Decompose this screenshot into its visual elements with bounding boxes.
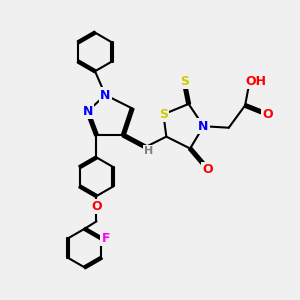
Text: O: O bbox=[262, 108, 273, 121]
Text: F: F bbox=[102, 232, 110, 245]
Text: N: N bbox=[100, 88, 111, 101]
Text: S: S bbox=[180, 75, 189, 88]
Text: N: N bbox=[82, 105, 93, 118]
Text: OH: OH bbox=[245, 75, 266, 88]
Text: N: N bbox=[198, 120, 209, 133]
Text: S: S bbox=[159, 108, 168, 121]
Text: O: O bbox=[202, 163, 213, 176]
Text: O: O bbox=[91, 200, 102, 213]
Text: H: H bbox=[144, 146, 153, 157]
